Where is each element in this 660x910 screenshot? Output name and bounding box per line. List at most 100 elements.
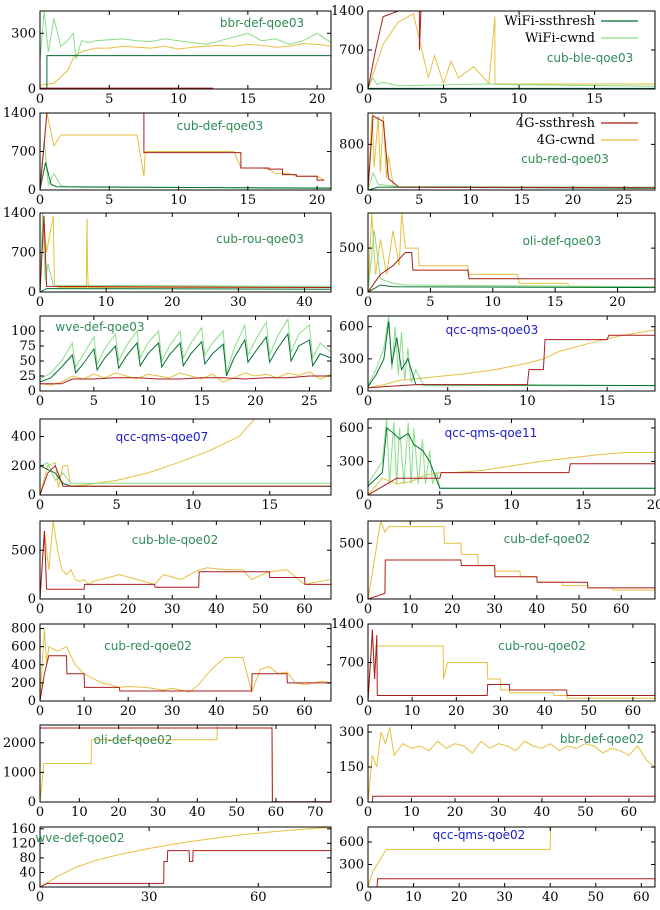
plot-frame <box>39 212 332 293</box>
panel-title: cub-rou-qoe03 <box>216 232 304 246</box>
series-line-lte-ssthresh <box>40 464 331 495</box>
panel-title: cub-ble-qoe03 <box>547 51 633 65</box>
series-line-wifi-ssthresh <box>40 332 331 383</box>
panel-qcc-qms-qoe11: 0 5 10 15 20 0 300 600 qcc-qms-qoe11 <box>339 418 660 513</box>
y-tick-label: 0 <box>356 795 364 810</box>
panel-title: qcc-qms-qoe07 <box>116 430 209 444</box>
series-line-lte-ssthresh <box>40 655 331 701</box>
x-tick-label: 25 <box>616 193 633 208</box>
x-tick-label: 40 <box>542 890 559 905</box>
y-tick-label: 0 <box>28 694 36 709</box>
y-tick-label: 300 <box>11 26 36 41</box>
y-tick-label: 500 <box>11 543 36 558</box>
series-line-wifi-cwnd <box>368 76 655 89</box>
x-tick-label: 0 <box>364 890 372 905</box>
series-line-lte-ssthresh <box>40 375 331 385</box>
plot-frame <box>39 724 332 803</box>
plot-frame <box>39 520 332 600</box>
x-tick-label: 0 <box>364 498 372 513</box>
panel-oli-def-qoe03: 0 5 10 15 20 0 500 oli-def-qoe03 <box>339 212 656 310</box>
series-line-wifi-ssthresh <box>40 288 331 292</box>
x-tick-label: 15 <box>513 193 530 208</box>
x-tick-label: 30 <box>492 704 509 719</box>
x-tick-label: 40 <box>534 805 551 820</box>
x-tick-label: 20 <box>447 805 464 820</box>
x-tick-label: 20 <box>309 193 326 208</box>
x-tick-label: 20 <box>448 704 465 719</box>
x-tick-label: 5 <box>436 498 444 513</box>
series-line-lte-ssthresh <box>368 115 655 190</box>
y-tick-label: 700 <box>339 43 364 58</box>
x-tick-label: 20 <box>609 295 626 310</box>
x-tick-label: 0 <box>36 805 44 820</box>
x-tick-label: 10 <box>404 704 421 719</box>
series-line-lte-ssthresh <box>40 215 331 292</box>
x-tick-label: 60 <box>621 805 638 820</box>
series-line-lte-cwnd <box>40 113 325 190</box>
y-tick-label: 400 <box>11 430 36 445</box>
plot-frame <box>39 826 332 888</box>
x-tick-label: 60 <box>625 704 642 719</box>
panel-cub-red-qoe03: 0 5 10 15 20 25 0 800 cub-red-qoe03 4G-ssthresh 4G… <box>339 112 656 208</box>
series-line-lte-cwnd <box>368 13 655 89</box>
panel-title: cub-red-qoe02 <box>104 639 192 653</box>
x-tick-label: 40 <box>189 805 206 820</box>
x-tick-label: 60 <box>250 890 267 905</box>
x-tick-label: 10 <box>170 92 187 107</box>
x-tick-label: 5 <box>112 498 120 513</box>
panel-title: oli-def-qoe03 <box>523 234 602 248</box>
x-tick-label: 10 <box>511 92 528 107</box>
x-tick-label: 15 <box>599 394 616 409</box>
y-tick-label: 300 <box>339 352 364 367</box>
plot-frame <box>39 623 332 702</box>
series-line-lte-cwnd <box>368 213 655 292</box>
x-tick-label: 10 <box>403 805 420 820</box>
series-line-wifi-ssthresh <box>368 321 655 387</box>
y-tick-label: 0 <box>356 285 364 300</box>
series-line-lte-ssthresh <box>40 113 325 190</box>
series-line-lte-cwnd <box>40 827 331 887</box>
y-tick-label: 40 <box>19 865 36 880</box>
y-tick-label: 0 <box>28 795 36 810</box>
x-tick-label: 5 <box>90 394 98 409</box>
y-tick-label: 0 <box>28 82 36 97</box>
panel-title: qcc-qms-qoe11 <box>445 426 538 440</box>
x-tick-label: 15 <box>575 498 592 513</box>
x-tick-label: 0 <box>36 394 44 409</box>
x-tick-label: 20 <box>647 498 660 513</box>
y-tick-label: 200 <box>11 676 36 691</box>
legend-label: WiFi-cwnd <box>525 31 595 46</box>
panel-title: bbr-def-qoe02 <box>560 732 644 746</box>
plot-frame <box>39 10 332 90</box>
x-tick-label: 20 <box>120 602 137 617</box>
x-tick-label: 0 <box>364 92 372 107</box>
panel-title: cub-rou-qoe02 <box>498 639 586 653</box>
x-tick-label: 0 <box>364 193 372 208</box>
x-tick-label: 10 <box>485 295 502 310</box>
y-tick-label: 0 <box>28 183 36 198</box>
x-tick-label: 30 <box>141 890 158 905</box>
y-tick-label: 80 <box>19 851 36 866</box>
x-tick-label: 5 <box>444 394 452 409</box>
panel-title: qcc-qms-qoe03 <box>446 323 539 337</box>
x-tick-label: 40 <box>208 704 225 719</box>
series-line-lte-ssthresh <box>368 795 655 802</box>
y-tick-label: 0 <box>28 285 36 300</box>
x-tick-label: 50 <box>588 890 605 905</box>
series-line-lte-ssthresh <box>40 530 331 599</box>
x-tick-label: 20 <box>565 193 582 208</box>
x-tick-label: 0 <box>364 704 372 719</box>
panel-title: cub-red-qoe03 <box>521 152 609 166</box>
legend-label: 4G-cwnd <box>537 133 595 148</box>
x-tick-label: 30 <box>164 602 181 617</box>
x-tick-label: 30 <box>150 805 167 820</box>
y-tick-label: 600 <box>339 320 364 335</box>
x-tick-label: 50 <box>252 704 269 719</box>
series-line-lte-ssthresh <box>368 559 655 599</box>
y-tick-label: 1000 <box>3 765 36 780</box>
series-line-lte-ssthresh <box>368 629 655 701</box>
panel-title: cub-ble-qoe02 <box>132 533 218 547</box>
panel-qcc-qms-qoe03: 0 5 10 15 0 300 600 qcc-qms-qoe03 <box>339 315 656 409</box>
